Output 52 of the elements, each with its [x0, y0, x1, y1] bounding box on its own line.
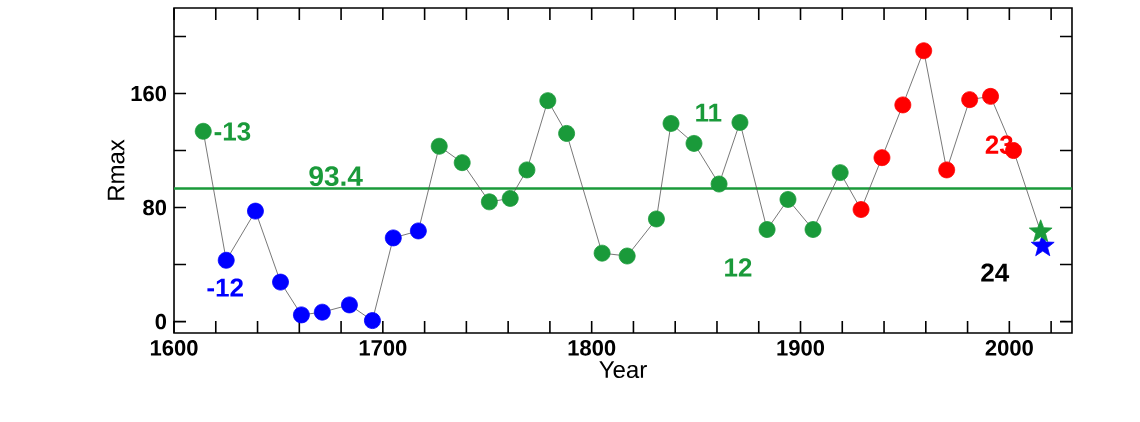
point [758, 221, 776, 238]
y-tick-label: 80 [143, 199, 167, 216]
point [409, 222, 427, 240]
x-axis-title: Year [599, 361, 647, 379]
annotation: -13 [214, 122, 251, 141]
point [558, 125, 576, 142]
annotation: -12 [207, 278, 243, 297]
point [938, 161, 956, 179]
point [710, 175, 728, 193]
point [593, 244, 611, 262]
point [618, 247, 636, 265]
point [480, 193, 498, 211]
point [961, 91, 979, 109]
point [430, 137, 448, 155]
point [894, 96, 912, 114]
point [384, 229, 402, 247]
point [453, 154, 471, 172]
point [731, 114, 749, 131]
x-tick-label: 2000 [985, 340, 1033, 356]
point [364, 312, 381, 329]
point [313, 303, 331, 321]
x-tick-label: 1700 [359, 340, 407, 356]
point [217, 251, 235, 269]
point [293, 306, 310, 324]
point [501, 190, 519, 207]
y-axis-title: Rmax [107, 139, 125, 200]
annotation: 11 [696, 103, 722, 122]
x-tick-label: 1900 [777, 340, 825, 356]
point [852, 201, 870, 218]
ref-line-label: 93.4 [309, 166, 363, 187]
point [831, 164, 849, 182]
annotation: 24 [981, 263, 1010, 282]
annotation: 12 [725, 258, 752, 277]
y-tick-label: 160 [131, 85, 167, 102]
point [648, 210, 665, 228]
point [272, 273, 289, 291]
point [194, 122, 212, 140]
point [341, 296, 358, 314]
point [982, 87, 999, 105]
x-tick-label: 1800 [568, 340, 616, 356]
point [662, 115, 680, 132]
x-tick-label: 1600 [150, 340, 198, 356]
point [685, 135, 703, 152]
point [539, 92, 557, 110]
point [518, 161, 536, 179]
point [873, 149, 891, 167]
point [804, 221, 822, 238]
point [1028, 219, 1053, 242]
point [779, 191, 797, 208]
point [247, 202, 264, 220]
point [915, 42, 933, 60]
y-tick-label: 0 [155, 313, 167, 330]
